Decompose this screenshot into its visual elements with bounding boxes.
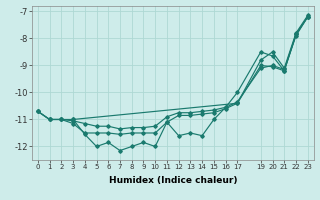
X-axis label: Humidex (Indice chaleur): Humidex (Indice chaleur) <box>108 176 237 185</box>
